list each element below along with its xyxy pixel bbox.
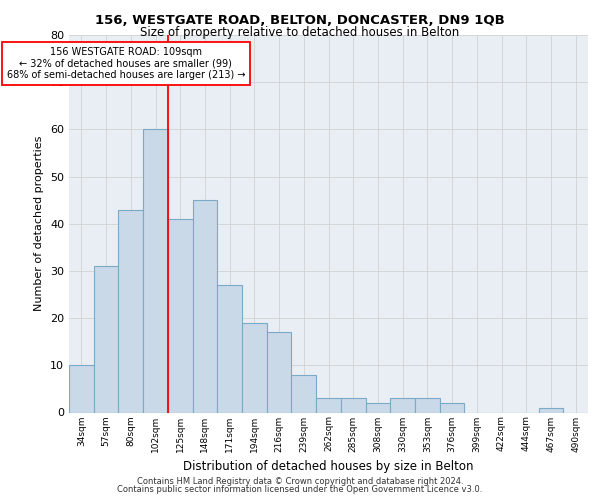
Bar (267, 332, 292, 412)
Bar (94, 266, 118, 412)
Bar (390, 398, 415, 412)
Text: 156, WESTGATE ROAD, BELTON, DONCASTER, DN9 1QB: 156, WESTGATE ROAD, BELTON, DONCASTER, D… (95, 14, 505, 27)
Text: Contains HM Land Registry data © Crown copyright and database right 2024.: Contains HM Land Registry data © Crown c… (137, 477, 463, 486)
Bar (292, 375, 316, 412)
Bar (365, 403, 390, 412)
Y-axis label: Number of detached properties: Number of detached properties (34, 136, 44, 312)
Bar (539, 408, 563, 412)
Bar (143, 130, 168, 412)
X-axis label: Distribution of detached houses by size in Belton: Distribution of detached houses by size … (183, 460, 474, 473)
Bar (217, 285, 242, 412)
Bar (69, 366, 94, 412)
Text: Size of property relative to detached houses in Belton: Size of property relative to detached ho… (140, 26, 460, 39)
Bar (242, 323, 267, 412)
Bar (341, 398, 365, 412)
Bar (415, 398, 440, 412)
Bar (316, 398, 341, 412)
Bar (440, 403, 464, 412)
Text: Contains public sector information licensed under the Open Government Licence v3: Contains public sector information licen… (118, 485, 482, 494)
Text: 156 WESTGATE ROAD: 109sqm
← 32% of detached houses are smaller (99)
68% of semi-: 156 WESTGATE ROAD: 109sqm ← 32% of detac… (7, 47, 245, 80)
Bar (118, 210, 143, 412)
Bar (193, 200, 217, 412)
Bar (168, 219, 193, 412)
